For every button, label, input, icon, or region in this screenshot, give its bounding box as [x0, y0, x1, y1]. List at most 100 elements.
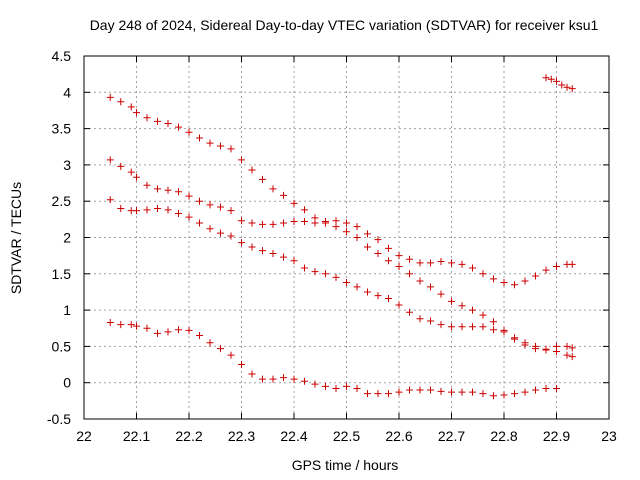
data-point [238, 156, 245, 164]
data-point [248, 243, 256, 251]
data-point [553, 263, 560, 271]
data-point [248, 219, 256, 227]
data-point [248, 166, 256, 174]
data-point [353, 234, 361, 241]
data-point [532, 386, 539, 394]
y-tick-label: 0.5 [52, 338, 72, 354]
data-point [217, 203, 224, 211]
data-point [353, 223, 361, 231]
data-point [301, 218, 308, 226]
data-point [133, 173, 140, 181]
data-point [395, 388, 403, 396]
data-point [563, 342, 571, 350]
data-point [416, 277, 424, 285]
data-point [568, 260, 576, 268]
data-point [185, 128, 193, 136]
series-3 [106, 196, 576, 354]
x-tick-label: 22.8 [490, 428, 517, 444]
data-point [479, 323, 487, 331]
data-point [280, 191, 287, 199]
data-point [175, 210, 182, 218]
data-point [469, 323, 476, 331]
data-point [479, 390, 487, 398]
data-point [322, 270, 329, 278]
x-tick-label: 22.5 [333, 428, 360, 444]
data-point [406, 270, 413, 278]
data-point [332, 385, 340, 393]
y-tick-label: 1.5 [52, 266, 72, 282]
data-point [353, 283, 361, 291]
data-point [479, 311, 487, 319]
x-tick-label: 22.1 [123, 428, 150, 444]
data-point [238, 361, 245, 369]
series-4 [106, 318, 560, 400]
data-point [448, 388, 455, 396]
data-point [458, 388, 466, 396]
data-point [427, 317, 434, 325]
data-point [196, 332, 203, 340]
data-point [448, 259, 455, 267]
data-point [553, 77, 560, 85]
data-point [164, 186, 172, 194]
data-point [511, 390, 518, 398]
data-point [364, 243, 371, 251]
data-point [532, 345, 539, 353]
data-point [280, 219, 287, 227]
data-point [416, 386, 424, 394]
data-point [458, 323, 466, 331]
data-point [290, 199, 298, 207]
data-point [185, 213, 193, 221]
data-point [395, 252, 403, 260]
data-point [217, 229, 224, 237]
data-point [332, 217, 340, 225]
data-point [568, 344, 576, 352]
data-point [547, 75, 555, 83]
data-point [106, 93, 114, 101]
data-point [259, 375, 266, 383]
x-tick-label: 22 [76, 428, 92, 444]
data-point [227, 232, 235, 240]
data-point [196, 134, 203, 142]
x-tick-label: 23 [601, 428, 617, 444]
data-point [248, 370, 256, 378]
data-point [458, 260, 466, 268]
data-point [143, 114, 151, 122]
data-point [217, 142, 224, 150]
data-point [269, 220, 277, 228]
data-point [542, 385, 550, 393]
data-point [416, 315, 424, 323]
data-point [374, 249, 382, 257]
data-point [521, 341, 529, 349]
data-point [353, 385, 361, 393]
data-point [238, 217, 245, 225]
data-point [343, 228, 350, 236]
data-points [106, 74, 576, 400]
y-tick-label: 2.5 [52, 193, 72, 209]
series-2 [106, 156, 576, 289]
data-point [269, 185, 277, 193]
data-point [154, 185, 161, 193]
data-point [117, 98, 125, 106]
x-tick-label: 22.9 [543, 428, 570, 444]
data-point [490, 318, 497, 326]
series-1 [106, 93, 576, 361]
data-point [374, 292, 382, 300]
data-point [364, 288, 371, 296]
data-point [568, 353, 576, 361]
y-tick-label: 0 [63, 375, 71, 391]
x-tick-label: 22.7 [438, 428, 465, 444]
data-point [259, 220, 266, 228]
data-point [106, 156, 114, 164]
data-point [117, 204, 125, 212]
data-point [521, 277, 529, 285]
y-tick-label: 3 [63, 157, 71, 173]
data-point [290, 375, 298, 383]
data-point [448, 323, 455, 331]
data-point [322, 382, 329, 390]
y-tick-label: -0.5 [47, 411, 71, 427]
data-point [206, 225, 214, 233]
data-point [542, 266, 550, 274]
data-point [406, 255, 413, 263]
data-point [521, 388, 529, 396]
y-tick-label: 1 [63, 302, 71, 318]
